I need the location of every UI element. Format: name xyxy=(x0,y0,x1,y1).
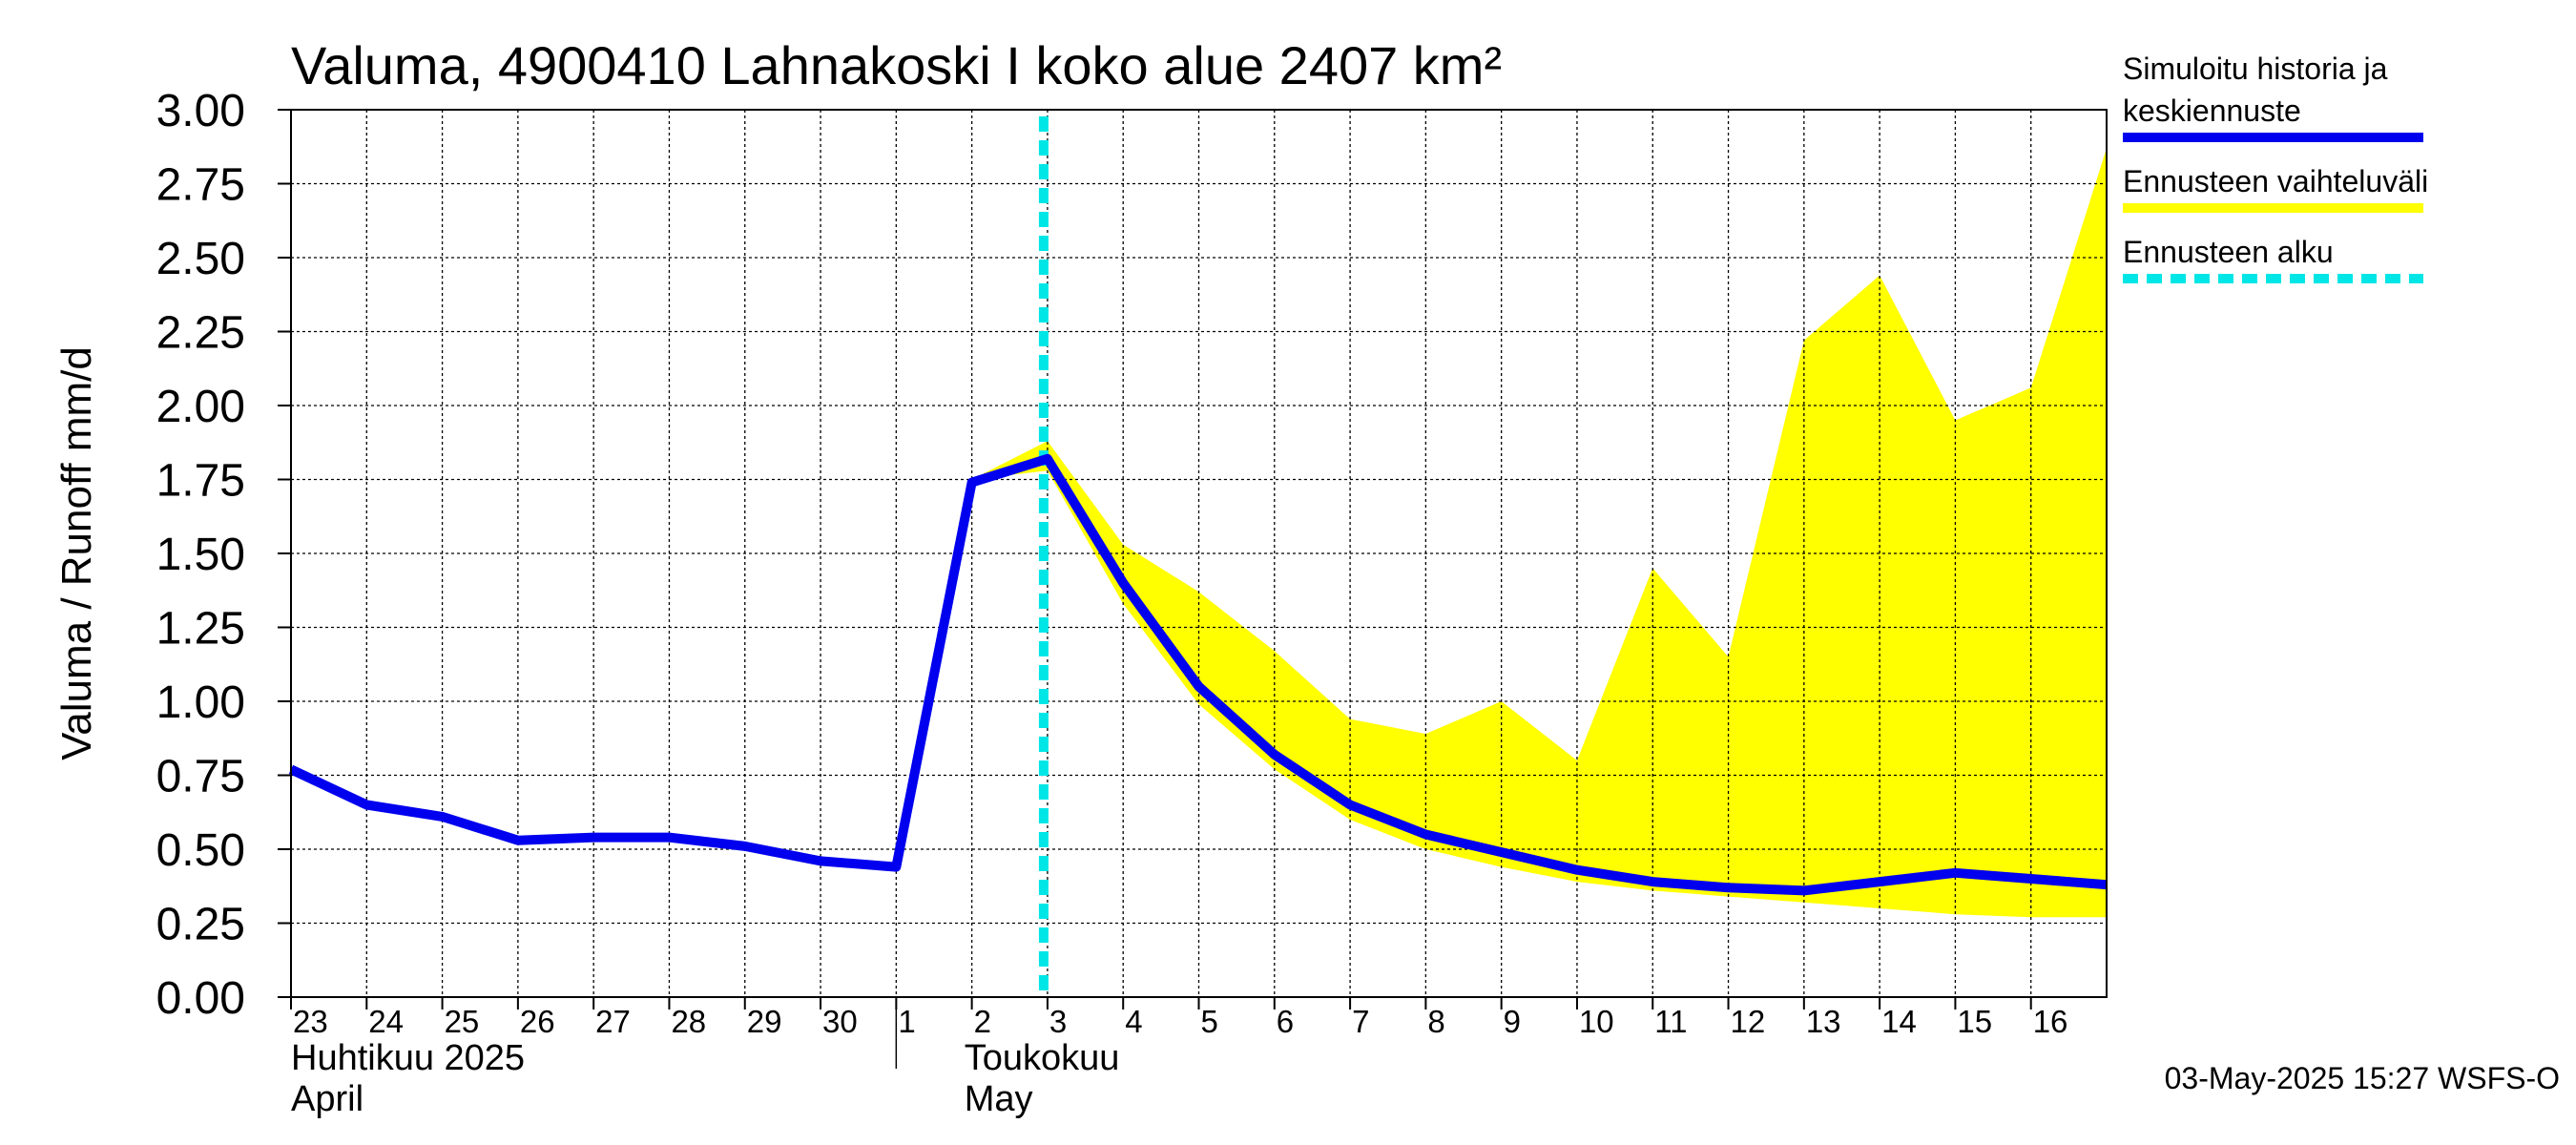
x-tick-label: 7 xyxy=(1352,1004,1369,1039)
y-tick-label: 1.75 xyxy=(156,456,245,507)
y-tick-label: 2.00 xyxy=(156,382,245,432)
x-tick-label: 24 xyxy=(368,1004,404,1039)
month-label: Huhtikuu 2025 xyxy=(291,1038,525,1078)
x-tick-label: 16 xyxy=(2033,1004,2068,1039)
month-label-en: May xyxy=(965,1079,1033,1119)
x-tick-label: 13 xyxy=(1806,1004,1841,1039)
x-tick-label: 29 xyxy=(747,1004,782,1039)
x-tick-label: 6 xyxy=(1277,1004,1294,1039)
y-tick-label: 2.25 xyxy=(156,308,245,359)
x-tick-label: 2 xyxy=(974,1004,991,1039)
y-tick-label: 0.75 xyxy=(156,752,245,802)
x-tick-labels: 23 24 25 26 27 28 29 30 1 2 3 4 5 6 7 8 9 10 11 12 13 14 15 16 xyxy=(293,1004,2067,1039)
x-tick-label: 3 xyxy=(1049,1004,1067,1039)
x-tick-label: 28 xyxy=(671,1004,706,1039)
month-label: Toukokuu xyxy=(965,1038,1120,1078)
series-line-simulated xyxy=(288,453,2108,896)
x-tick-label: 8 xyxy=(1427,1004,1444,1039)
y-tick-label: 1.25 xyxy=(156,604,245,655)
x-tick-label: 4 xyxy=(1125,1004,1142,1039)
y-tick-label: 0.00 xyxy=(156,973,245,1024)
y-tick-label: 2.50 xyxy=(156,234,245,284)
y-axis-label: Valuma / Runoff mm/d xyxy=(53,346,100,760)
legend: Simuloitu historia ja keskiennuste Ennuste… xyxy=(2123,52,2428,283)
x-tick-label: 12 xyxy=(1731,1004,1766,1039)
x-tick-label: 30 xyxy=(822,1004,858,1039)
axis-layer xyxy=(278,109,2108,1069)
forecast-range-band xyxy=(971,148,2107,918)
y-tick-label: 0.25 xyxy=(156,900,245,950)
chart-title: Valuma, 4900410 Lahnakoski I koko alue 2… xyxy=(291,35,1502,95)
legend-label: Ennusteen vaihteluväli xyxy=(2123,164,2428,198)
x-tick-label: 9 xyxy=(1504,1004,1521,1039)
month-label-en: April xyxy=(291,1079,364,1119)
y-tick-label: 2.75 xyxy=(156,160,245,211)
series-layer xyxy=(288,453,2108,896)
x-tick-label: 14 xyxy=(1881,1004,1917,1039)
footer-timestamp: 03-May-2025 15:27 WSFS-O xyxy=(2165,1061,2560,1095)
y-tick-label: 0.50 xyxy=(156,825,245,876)
y-tick-labels: 0.00 0.25 0.50 0.75 1.00 1.25 1.50 1.75 2.00 2.25… xyxy=(156,86,245,1024)
legend-label: Ennusteen alku xyxy=(2123,235,2334,269)
legend-label: keskiennuste xyxy=(2123,94,2301,128)
grid-layer xyxy=(291,110,2107,997)
x-tick-label: 5 xyxy=(1201,1004,1218,1039)
y-tick-label: 1.50 xyxy=(156,530,245,580)
x-tick-label: 15 xyxy=(1957,1004,1992,1039)
y-tick-label: 3.00 xyxy=(156,86,245,136)
x-tick-label: 1 xyxy=(898,1004,915,1039)
legend-label: Simuloitu historia ja xyxy=(2123,52,2388,86)
x-tick-label: 27 xyxy=(595,1004,631,1039)
x-tick-label: 25 xyxy=(445,1004,480,1039)
x-tick-label: 10 xyxy=(1579,1004,1614,1039)
x-tick-label: 26 xyxy=(520,1004,555,1039)
x-tick-label: 11 xyxy=(1654,1004,1687,1039)
y-tick-label: 1.00 xyxy=(156,677,245,728)
forecast-range-layer xyxy=(971,148,2107,918)
x-tick-label: 23 xyxy=(293,1004,328,1039)
